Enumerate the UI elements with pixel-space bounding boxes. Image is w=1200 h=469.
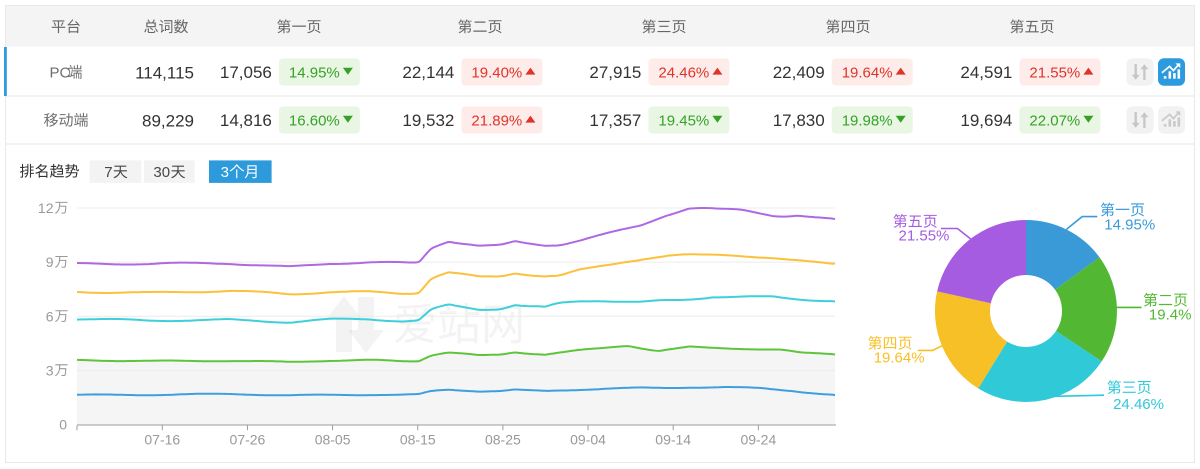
svg-text:22.07%: 22.07% [1029,112,1080,129]
svg-text:6: 6 [46,308,54,324]
svg-text:14,816: 14,816 [220,111,272,130]
svg-text:07-26: 07-26 [230,431,266,447]
svg-text:19,532: 19,532 [402,111,454,130]
svg-text:07-16: 07-16 [144,431,180,447]
svg-text:19,694: 19,694 [960,111,1012,130]
svg-text:0: 0 [59,417,67,433]
svg-text:3: 3 [46,362,54,378]
svg-text:24,591: 24,591 [960,63,1012,82]
svg-text:09-14: 09-14 [655,431,691,447]
svg-text:12: 12 [38,200,54,216]
svg-text:08-25: 08-25 [485,431,521,447]
svg-text:16.60%: 16.60% [289,112,340,129]
svg-text:17,357: 17,357 [589,111,641,130]
svg-text:9: 9 [46,254,54,270]
svg-text:7: 7 [104,164,112,181]
svg-text:14.95%: 14.95% [289,64,340,81]
svg-text:114,115: 114,115 [135,63,194,82]
svg-text:27,915: 27,915 [589,63,641,82]
svg-text:14.95%: 14.95% [1104,217,1155,234]
svg-text:19.64%: 19.64% [842,64,893,81]
svg-text:22,409: 22,409 [773,63,825,82]
svg-text:08-15: 08-15 [400,431,436,447]
svg-text:09-04: 09-04 [570,431,606,447]
svg-text:PC: PC [50,64,71,81]
svg-text:17,056: 17,056 [220,63,272,82]
svg-text:24.46%: 24.46% [1113,396,1164,413]
svg-text:17,830: 17,830 [773,111,825,130]
svg-text:21.55%: 21.55% [1029,64,1080,81]
svg-text:3: 3 [221,164,229,181]
svg-text:08-05: 08-05 [315,431,351,447]
svg-text:21.55%: 21.55% [899,228,950,245]
svg-text:89,229: 89,229 [142,111,194,130]
svg-text:19.45%: 19.45% [658,112,709,129]
svg-text:19.64%: 19.64% [874,350,925,367]
svg-text:22,144: 22,144 [402,63,454,82]
svg-text:19.4%: 19.4% [1149,306,1192,323]
svg-text:19.98%: 19.98% [842,112,893,129]
svg-text:24.46%: 24.46% [658,64,709,81]
svg-text:30: 30 [153,164,170,181]
svg-text:09-24: 09-24 [740,431,776,447]
svg-text:19.40%: 19.40% [471,64,522,81]
svg-text:21.89%: 21.89% [471,112,522,129]
